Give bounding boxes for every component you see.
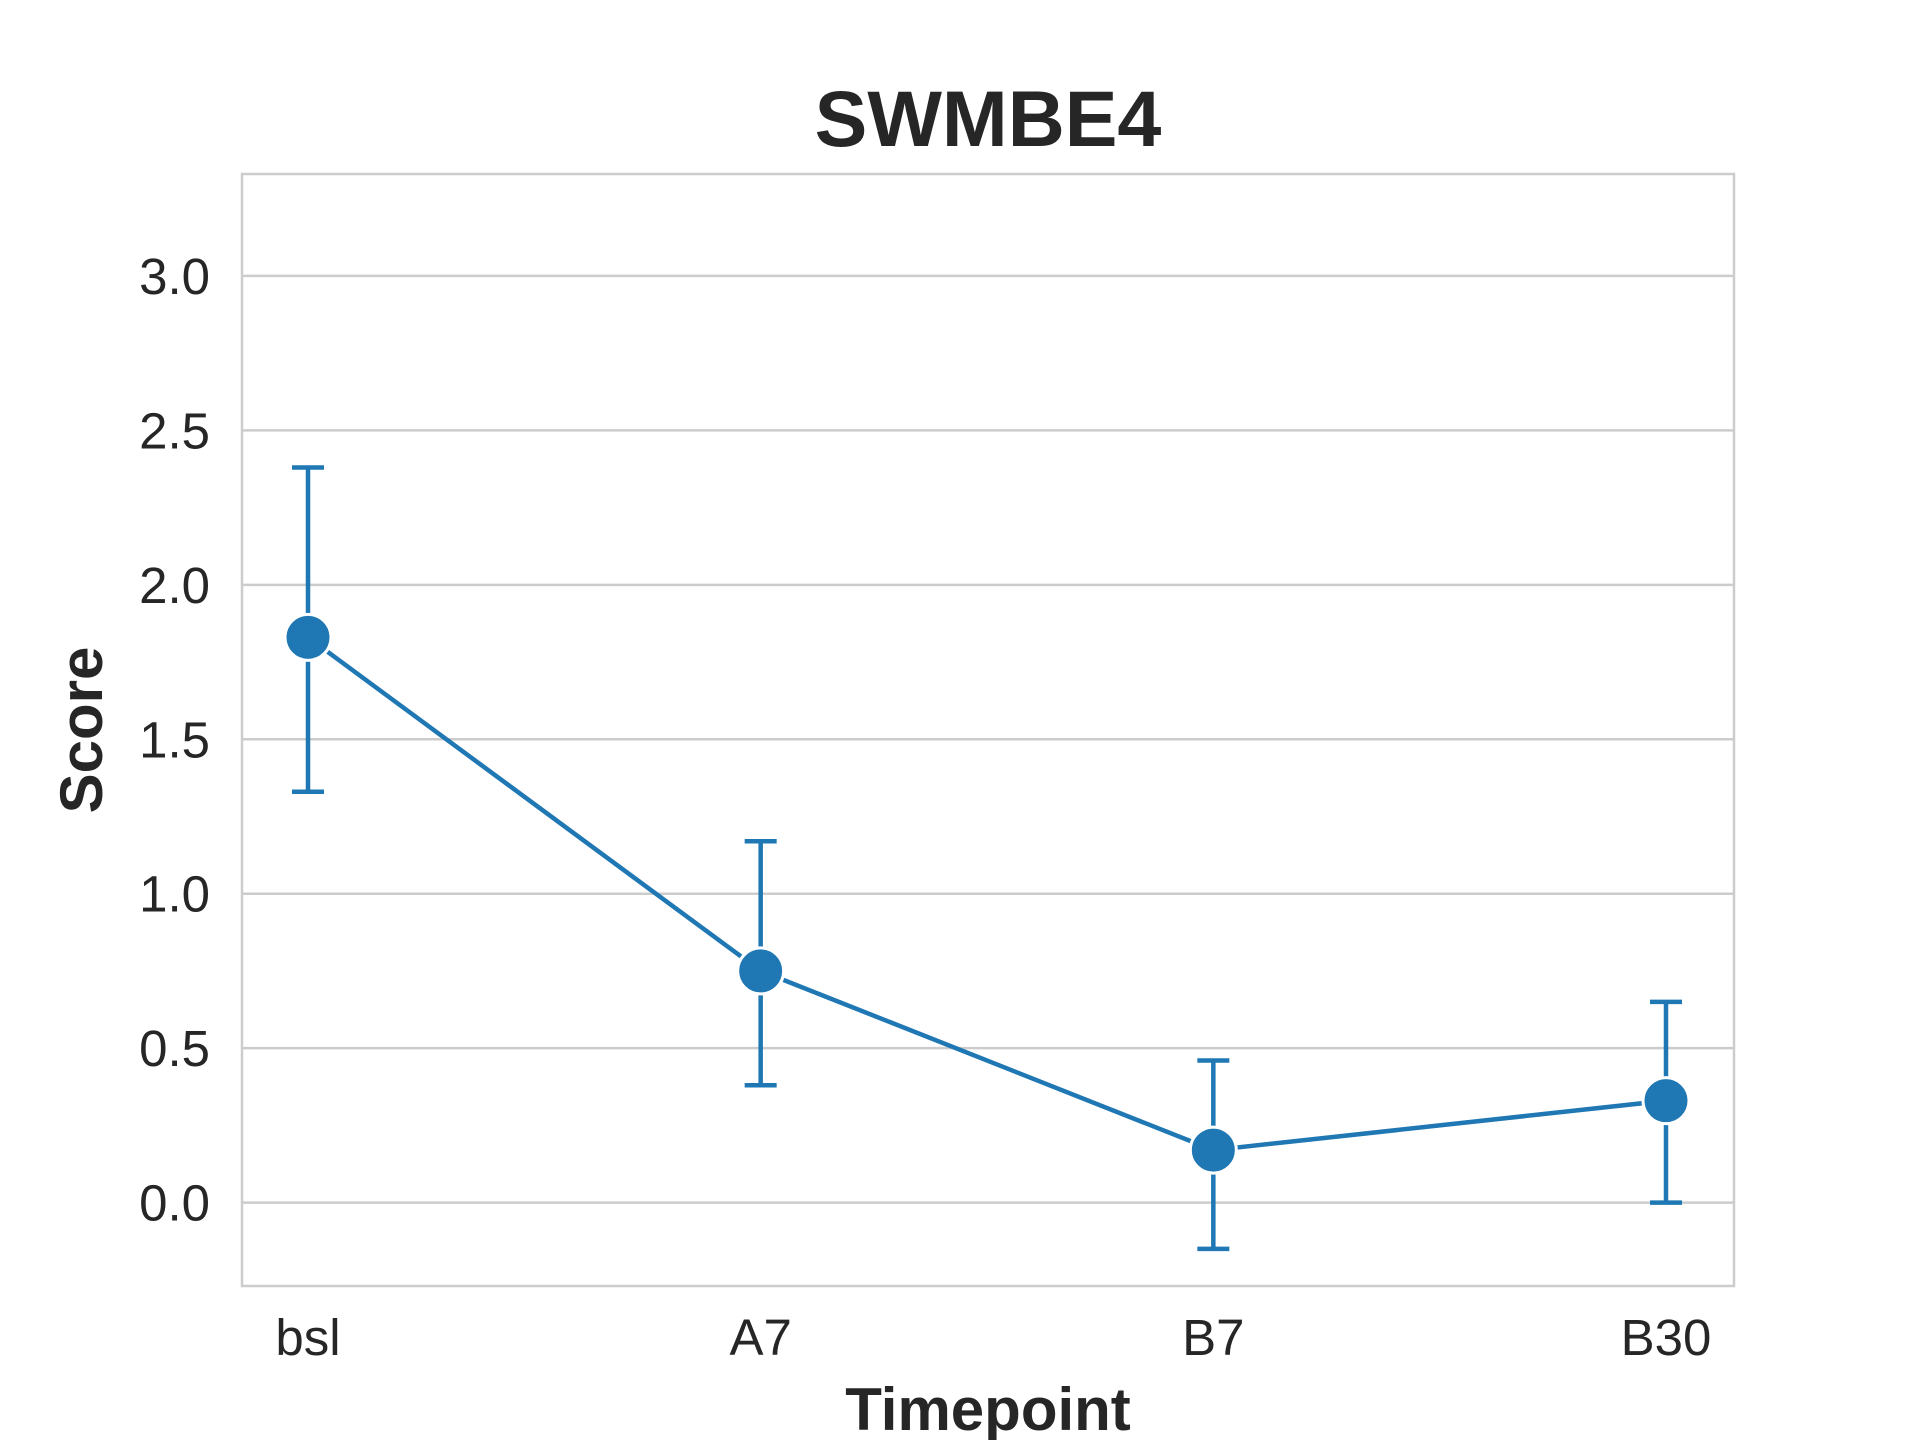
y-tick-label: 0.5 [139,1020,210,1077]
y-axis-label: Score [48,647,115,814]
x-tick-label: bsl [275,1309,340,1366]
y-tick-label: 3.0 [139,248,210,305]
grid-lines [242,274,1734,1204]
y-tick-label: 2.5 [139,402,210,459]
x-tick-labels: bsl A7 B7 B30 [275,1309,1711,1366]
data-point [736,946,786,996]
y-tick-label: 1.5 [139,711,210,768]
y-tick-label: 2.0 [139,557,210,614]
data-point [283,612,333,662]
y-tick-labels: 0.0 0.5 1.0 1.5 2.0 2.5 3.0 [139,248,210,1232]
y-tick-label: 1.0 [139,866,210,923]
x-axis-label: Timepoint [845,1376,1131,1440]
data-point [1188,1125,1238,1175]
x-tick-label: B30 [1621,1309,1712,1366]
x-tick-label: B7 [1182,1309,1244,1366]
series-line [306,635,1667,1153]
x-tick-label: A7 [729,1309,791,1366]
chart-title: SWMBE4 [815,74,1162,163]
series-layer [283,465,1691,1252]
plot-frame [240,172,1736,1288]
y-tick-label: 0.0 [139,1175,210,1232]
data-point [1641,1076,1691,1126]
